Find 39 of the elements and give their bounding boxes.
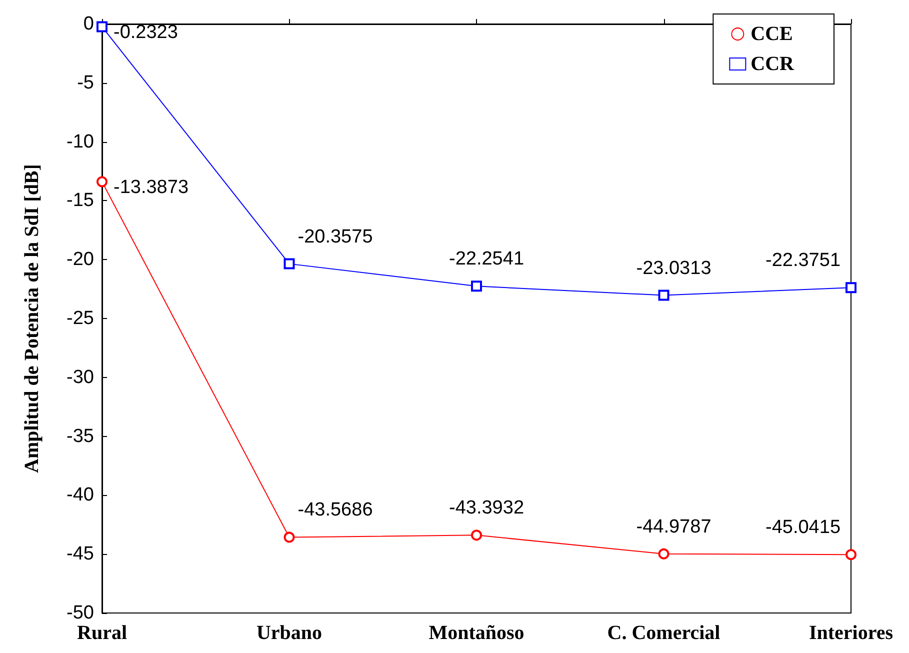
data-label: -0.2323: [114, 22, 178, 44]
x-tick-label: Montañoso: [428, 622, 524, 644]
y-tick-label: -45: [66, 544, 94, 565]
y-axis-title: Amplitud de Potencia de la SdI [dB]: [21, 164, 43, 473]
y-tick-label: -25: [66, 308, 94, 329]
point: [658, 548, 670, 560]
y-tick-label: -10: [66, 131, 94, 152]
legend-label: CCE: [750, 23, 793, 45]
data-label: -22.2541: [448, 248, 524, 270]
y-tick-label: -5: [77, 72, 94, 94]
x-tick-label: Rural: [77, 622, 128, 644]
legend-label: CCR: [750, 53, 795, 75]
data-label: -44.9787: [636, 516, 712, 538]
y-tick-label: -30: [66, 366, 94, 388]
point: [96, 176, 108, 188]
y-tick-label: -40: [66, 484, 94, 506]
data-label: -22.3751: [765, 250, 841, 272]
y-tick-label: -35: [66, 426, 94, 447]
point: [96, 21, 108, 32]
data-label: -43.3932: [448, 498, 524, 519]
point: [471, 280, 482, 292]
data-label: -45.0415: [765, 517, 841, 538]
data-label: -20.3575: [298, 226, 373, 248]
point: [471, 530, 482, 541]
y-tick-label: -15: [66, 190, 94, 212]
x-tick-label: Urbano: [256, 622, 322, 644]
x-tick-label: Interiores: [808, 622, 894, 644]
y-tick-label: -50: [66, 602, 94, 624]
point: [658, 290, 670, 301]
y-tick-label: -20: [66, 249, 94, 270]
data-label: -23.0313: [636, 258, 712, 279]
y-tick-label: 0: [83, 14, 94, 34]
x-tick-label: C. Comercial: [607, 622, 721, 644]
data-label: -43.5686: [298, 500, 373, 521]
point: [846, 282, 856, 294]
point: [284, 258, 295, 270]
point: [846, 549, 856, 560]
data-label: -13.3873: [114, 177, 189, 198]
point: [284, 532, 295, 543]
